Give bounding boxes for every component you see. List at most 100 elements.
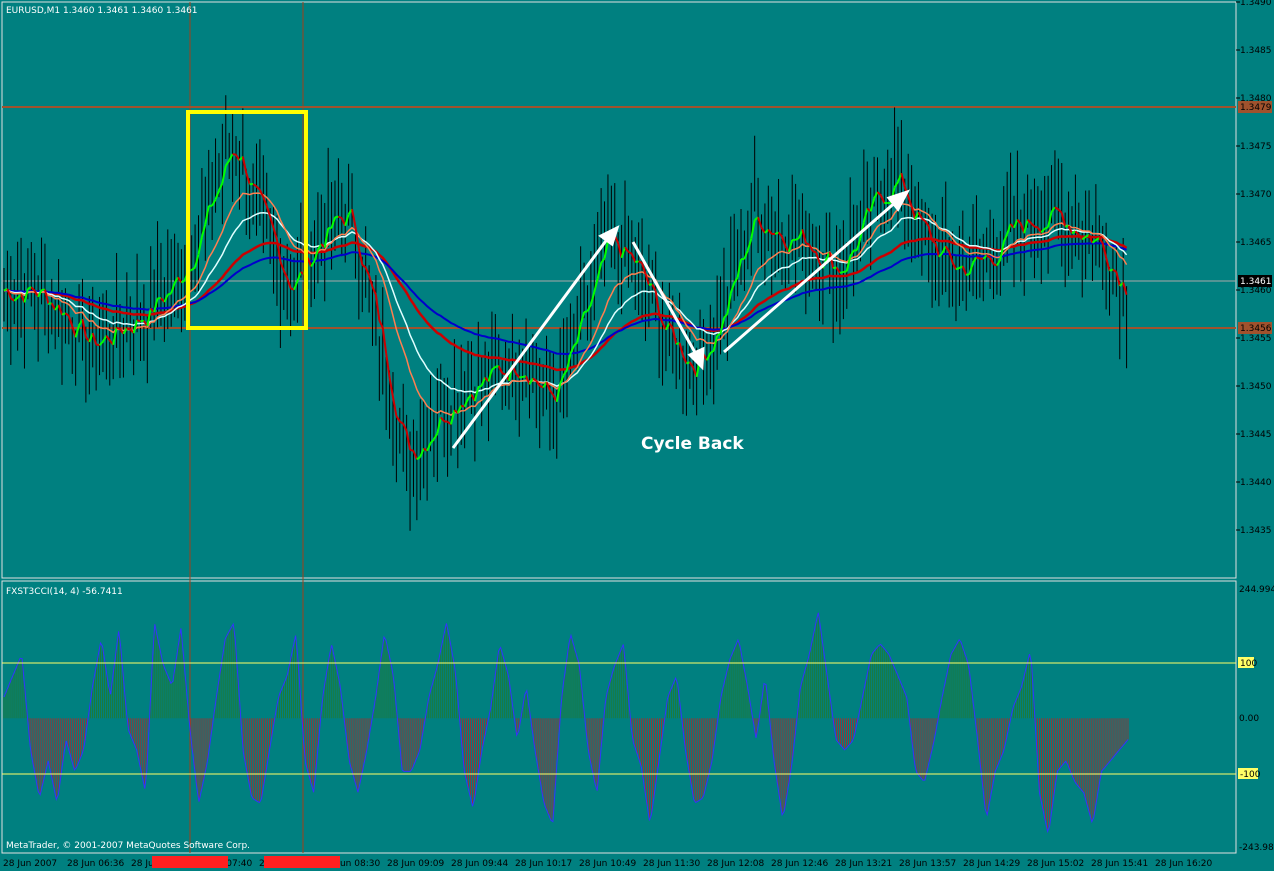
stc-segment: [439, 416, 445, 423]
time-tick-label: 28 Jun 10:49: [579, 859, 636, 869]
stc-segment: [989, 257, 995, 265]
stc-segment: [719, 317, 725, 334]
stc-segment: [282, 270, 289, 279]
stc-segment: [965, 272, 970, 277]
stc-segment: [419, 448, 425, 458]
price-tick-label: 1.3455: [1240, 334, 1272, 344]
stc-segment: [170, 282, 176, 294]
stc-segment: [272, 227, 278, 240]
stc-segment: [843, 270, 847, 273]
stc-segment: [10, 297, 15, 302]
stc-segment: [767, 229, 773, 235]
stc-segment: [13, 297, 19, 302]
stc-segment: [391, 396, 398, 417]
stc-segment: [634, 260, 639, 264]
stc-segment: [371, 286, 377, 296]
stc-segment: [641, 262, 647, 275]
stc-segment: [1098, 237, 1104, 244]
stc-segment: [1023, 219, 1029, 234]
stc-segment: [1095, 237, 1100, 241]
stc-segment: [323, 228, 330, 248]
stc-segment: [1101, 242, 1108, 258]
stc-segment: [961, 265, 968, 276]
stc-segment: [579, 311, 586, 326]
stc-segment: [545, 381, 551, 391]
stc-segment: [269, 216, 275, 229]
ema-mid-line: [3, 211, 1128, 394]
current-price-tag: 1.3461: [1240, 277, 1272, 287]
stc-segment: [214, 190, 220, 200]
stc-segment: [972, 256, 978, 264]
stc-segment: [132, 319, 139, 334]
stc-segment: [218, 182, 224, 192]
stc-segment: [412, 450, 418, 460]
current-price-tag-bg: [1238, 275, 1272, 287]
stc-segment: [344, 213, 350, 227]
stc-segment: [71, 326, 77, 338]
indicator-axis: 244.994 100 0.00 -100 -243.987: [1238, 585, 1274, 853]
stc-segment: [416, 456, 421, 461]
stc-segment: [630, 253, 637, 263]
lower-level-tag-bg: [1238, 322, 1272, 334]
stc-segment: [1088, 234, 1094, 244]
stc-segment: [405, 430, 412, 450]
stc-segment: [228, 153, 234, 161]
stc-segment: [733, 276, 739, 284]
stc-segment: [682, 355, 688, 364]
stc-segment: [661, 322, 667, 331]
stc-segment: [787, 239, 794, 253]
ema-slow-line: [3, 242, 1127, 356]
main-header: EURUSD,M1 1.3460 1.3461 1.3460 1.3461: [6, 6, 198, 16]
stc-segment: [473, 387, 480, 402]
stc-segment: [555, 383, 562, 402]
stc-segment: [235, 154, 241, 161]
stc-segment: [993, 263, 998, 267]
stc-segment: [126, 327, 131, 331]
stc-segment: [1064, 224, 1069, 228]
moving-averages-group: [3, 153, 1128, 461]
time-tick-label: 28 Jun 09:44: [451, 859, 508, 869]
stc-segment: [241, 156, 248, 174]
stc-segment: [480, 377, 487, 387]
stc-segment: [832, 266, 837, 270]
stc-segment: [624, 246, 630, 253]
time-tick-label: 28 Jun 09:09: [387, 859, 444, 869]
stc-segment: [589, 291, 596, 305]
stc-segment: [1026, 218, 1032, 224]
stc-segment: [450, 409, 456, 425]
stc-segment: [1105, 257, 1111, 271]
stc-segment: [153, 298, 159, 313]
time-tick-label: 28 Jun 08:30: [323, 859, 380, 869]
stc-segment: [856, 237, 862, 251]
stc-segment: [354, 226, 360, 249]
time-tick-label: 28 Jun 16:20: [1155, 859, 1212, 869]
stc-segment: [600, 257, 606, 264]
stc-segment: [968, 262, 974, 275]
stc-segment: [1034, 225, 1039, 229]
stc-segment: [931, 239, 937, 245]
stc-segment: [364, 267, 371, 276]
price-tick-label: 1.3465: [1240, 238, 1272, 248]
stc-segment: [265, 205, 272, 217]
stc-segment: [173, 276, 179, 284]
stc-segment: [620, 246, 626, 259]
stc-segment: [1074, 230, 1080, 236]
stc-segment: [835, 266, 841, 274]
cci-tag-100-bg: [1238, 657, 1254, 668]
time-tick-label: 28 Jun 12:46: [771, 859, 828, 869]
arrow-down-head: [687, 346, 705, 371]
stc-segment: [757, 216, 763, 228]
stc-segment: [658, 313, 664, 324]
stc-segment: [197, 236, 203, 255]
stc-segment: [948, 251, 954, 263]
stc-segment: [845, 256, 852, 272]
stc-segment: [317, 243, 323, 251]
stc-segment: [429, 438, 435, 444]
stc-segment: [593, 278, 599, 293]
stc-segment: [982, 254, 988, 260]
stc-segment: [1071, 230, 1076, 235]
stc-segment: [293, 280, 299, 291]
stc-segment: [921, 217, 926, 223]
price-tick-label: 1.3475: [1240, 142, 1272, 152]
stc-segment: [351, 209, 357, 227]
